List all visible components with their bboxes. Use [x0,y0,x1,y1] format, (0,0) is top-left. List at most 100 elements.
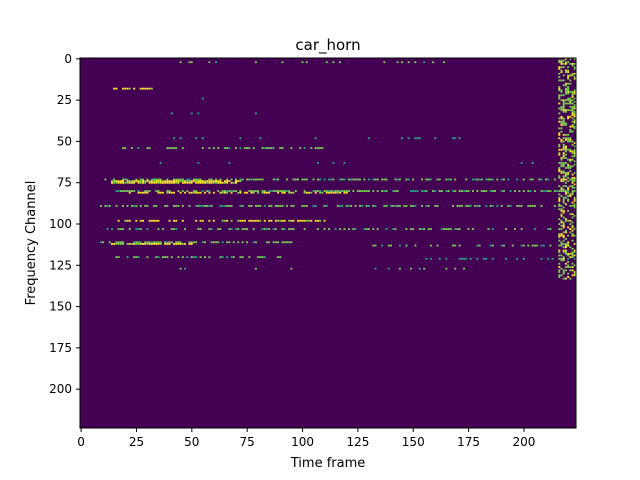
heat-cell [343,191,346,194]
heat-cell [354,205,357,207]
heat-cell [564,231,567,234]
heat-cell [314,190,317,192]
heat-cell [201,137,204,140]
heat-cell [460,205,463,207]
heat-cell [175,181,178,184]
heat-cell [111,228,113,230]
heat-cell [562,178,565,181]
heat-cell [188,243,191,245]
heat-cell [159,243,162,245]
heat-cell [235,147,237,150]
heat-cell [128,243,131,245]
heat-cell [571,124,574,126]
heat-cell [130,243,133,245]
heat-cell [562,163,565,166]
y-tick-label: 50 [57,134,72,148]
heat-cell [573,176,576,179]
heat-cell [339,61,342,64]
heat-cell [305,191,308,194]
heat-cell [573,148,576,151]
heat-cell [212,147,215,150]
heat-cell [562,100,565,103]
heat-cell [564,137,567,140]
heat-cell [567,191,570,194]
heat-cell [567,133,570,136]
heat-cell [573,186,576,189]
heat-cell [155,256,158,259]
heat-cell [394,190,397,192]
heat-cell [334,228,337,230]
heat-cell [471,178,474,181]
heat-cell [356,178,359,181]
heat-cell [569,266,572,268]
heat-cell [476,178,479,181]
heat-cell [564,99,567,102]
heat-cell [217,181,220,184]
heat-cell [571,254,574,257]
heat-cell [230,228,233,230]
heat-cell [480,190,483,192]
heat-cell [128,181,131,184]
x-tick-label: 175 [457,435,480,449]
heat-cell [184,228,187,230]
heat-cell [246,191,249,194]
heat-cell [239,147,242,150]
heat-cell [117,256,120,259]
heat-cell [573,243,576,245]
heat-cell [423,267,426,270]
heat-cell [115,256,118,259]
heat-cell [387,267,390,270]
heat-cell [564,238,567,240]
heat-cell [547,228,550,230]
heat-cell [540,244,543,247]
heat-cell [573,97,576,100]
heat-cell [108,241,111,244]
heat-cell [252,147,255,150]
heat-cell [558,86,561,88]
heat-cell [560,267,563,270]
heat-cell [562,257,565,260]
heat-cell [188,181,191,184]
heat-cell [124,181,127,184]
heat-cell [560,224,563,227]
heat-cell [268,191,271,194]
heat-cell [571,186,574,189]
heat-cell [558,89,561,92]
heat-cell [449,228,452,230]
heat-cell [560,213,563,216]
heat-cell [179,191,182,194]
heat-cell [564,171,567,174]
heat-cell [173,228,175,230]
heat-cell [573,203,576,206]
heat-cell [562,84,565,87]
heat-cell [175,219,178,222]
heat-cell [469,205,472,207]
heat-cell [179,241,182,244]
heat-cell [505,257,508,260]
heat-cell [405,205,408,207]
heat-cell [452,244,454,247]
heat-cell [527,205,530,207]
heat-cell [564,62,567,65]
x-tick-label: 150 [402,435,425,449]
heat-cell [471,228,474,230]
heat-cell [571,193,574,196]
heat-cell [558,94,561,97]
heat-cell [325,61,328,64]
heat-cell [414,205,417,207]
heat-cell [560,243,563,245]
heat-cell [319,219,322,222]
heat-cell [573,145,576,148]
heat-cell [447,190,450,192]
heat-cell [336,191,339,194]
heat-cell [564,58,567,60]
heat-cell [212,241,215,244]
heat-cell [248,178,251,181]
heat-cell [184,191,187,194]
heat-cell [562,170,565,173]
heat-cell [272,228,275,230]
heat-cell [569,165,572,168]
heat-cell [195,180,198,183]
heat-cell [564,153,567,156]
heat-cell [418,267,421,270]
